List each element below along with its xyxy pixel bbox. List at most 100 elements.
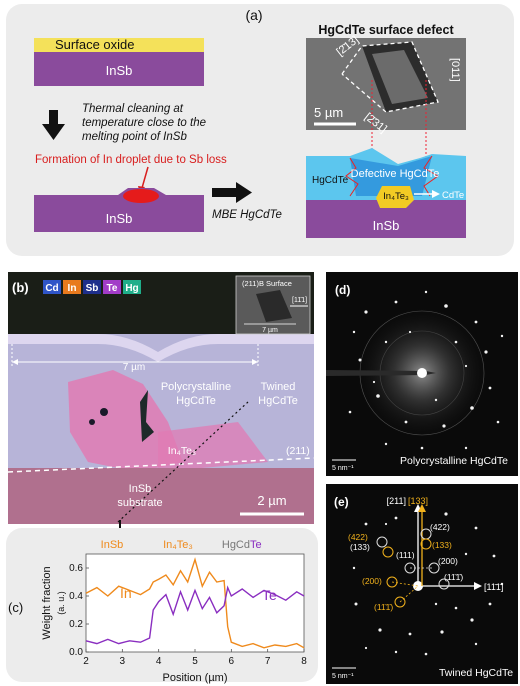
in4te3-label-a: In₄Te₃ — [383, 191, 409, 202]
d-diffraction-spot — [488, 386, 492, 390]
d-diffraction-spot — [384, 340, 388, 344]
e-diffraction-spot — [474, 642, 478, 646]
d-diffraction-spot — [394, 300, 398, 304]
inset-scale: 7 µm — [262, 327, 278, 334]
e-diffraction-spot — [444, 512, 448, 516]
o-spot-111bar — [394, 596, 406, 608]
d-diffraction-spot — [358, 358, 362, 362]
y-tick-label: 0.4 — [69, 591, 83, 602]
x-tick-label: 8 — [301, 656, 307, 667]
legend-in-swatch — [63, 280, 81, 294]
series-group — [85, 557, 305, 649]
w-label-111: (111) — [396, 550, 415, 560]
w-label-422: (422) — [430, 522, 450, 532]
y-axis-label: Weight fraction — [41, 566, 53, 639]
y-tick-label: 0.0 — [69, 647, 83, 658]
down-arrow-shaft — [49, 110, 58, 126]
y-axis-unit: (a. u.) — [56, 591, 66, 615]
d-diffraction-spot — [420, 446, 424, 450]
region-in4te3: In₄Te₃ — [163, 539, 193, 551]
void-1 — [100, 408, 108, 416]
twinned-label-2: HgCdTe — [258, 395, 298, 407]
e-diffraction-spot — [364, 646, 368, 650]
oxide-layer — [34, 38, 204, 52]
in4te3-block — [376, 186, 414, 208]
e-diffraction-spot — [474, 526, 478, 530]
legend-sb: Sb — [86, 283, 99, 294]
panel-d-label: (d) — [335, 283, 350, 297]
e-scale-label: 5 nm⁻¹ — [332, 673, 354, 680]
d-diffraction-spot — [484, 350, 488, 354]
insb-label-top: InSb — [106, 63, 133, 78]
in4te3-region — [68, 370, 183, 472]
panel-e-label: (e) — [334, 495, 349, 509]
series-line-te — [85, 585, 305, 645]
d-diffraction-spot — [474, 320, 478, 324]
inset-direction: [11̄1] — [292, 297, 307, 304]
d-diffraction-spot — [404, 420, 408, 424]
e-diffraction-spot — [492, 554, 496, 558]
x-tick-label: 6 — [229, 656, 235, 667]
w-label-133: (133) — [350, 542, 370, 552]
right-arrow-shaft — [212, 188, 238, 197]
poly-label-2: HgCdTe — [176, 395, 216, 407]
boundary-right — [423, 155, 439, 197]
cdte-label: CdTe — [442, 190, 464, 201]
w-label-111bar: (11̄1̄) — [444, 572, 463, 582]
arrow-133-head — [418, 504, 426, 512]
sem-title: HgCdTe surface defect — [318, 23, 454, 37]
d-diffraction-spot — [470, 406, 474, 410]
legend-in: In — [68, 283, 77, 294]
plot-frame — [85, 553, 305, 653]
sem-defect-rough — [372, 50, 428, 104]
legend-te-swatch — [103, 280, 121, 294]
y-tick-label: 0.6 — [69, 563, 83, 574]
plane-211: (211) — [286, 445, 310, 457]
d-diffraction-spot — [464, 364, 468, 368]
y-ticks: 0.0 0.2 0.4 0.6 — [69, 563, 89, 658]
d-caption: Polycrystalline HgCdTe — [400, 455, 508, 467]
inset-title: (211)B Surface — [242, 279, 292, 288]
e-caption: Twined HgCdTe — [439, 667, 513, 679]
interface-211 — [8, 457, 314, 473]
oxide-label: Surface oxide — [55, 37, 135, 52]
e-diffraction-spot — [408, 632, 412, 636]
e-diffraction-spot — [424, 652, 428, 656]
panel-b-label: (b) — [12, 280, 29, 295]
e-diffraction-spot — [454, 606, 458, 610]
b-scale-label: 2 µm — [257, 493, 286, 508]
d-scale-label: 5 nm⁻¹ — [332, 465, 354, 472]
arrow-111-head — [474, 582, 482, 590]
d-diffraction-spot — [464, 446, 468, 450]
panel-d-diffraction: (d) 5 nm⁻¹ Polycrystalline HgCdTe — [326, 272, 518, 476]
region-hgcd: HgCd — [222, 539, 250, 551]
w-spot-200 — [428, 562, 440, 574]
o-label-200: (200) — [362, 576, 382, 586]
e-diffraction-spot — [500, 582, 504, 586]
d-diffraction-spot — [364, 310, 368, 314]
inset-defect — [256, 290, 292, 322]
insb-label-right: InSb — [373, 218, 400, 233]
d-diffraction-spot — [434, 398, 438, 402]
void-2 — [89, 419, 95, 425]
thermal-line-1: Thermal cleaning at — [82, 103, 184, 115]
x-tick-label: 7 — [265, 656, 271, 667]
d-diffraction-spot — [424, 290, 428, 294]
right-arrow-icon — [236, 182, 252, 203]
w-spot-133 — [376, 536, 388, 548]
o-label-133r: (133) — [432, 540, 452, 550]
x-axis-label: Position (µm) — [162, 672, 227, 684]
d-diffraction-spot — [500, 334, 504, 338]
legend-hg-swatch — [123, 280, 141, 294]
sem-defect — [362, 42, 438, 112]
twinned-label-1: Twined — [261, 381, 296, 393]
legend-cd: Cd — [45, 283, 58, 294]
d-central-beam — [417, 368, 427, 378]
d-beam-stopper — [326, 370, 436, 376]
d-diffraction-spot — [442, 424, 446, 428]
label-133-dir: [133] — [408, 496, 428, 506]
o-label-111bar: (11̄1̄) — [374, 602, 393, 612]
thermal-line-3: melting point of InSb — [82, 131, 187, 143]
e-diffraction-spot — [440, 630, 444, 634]
